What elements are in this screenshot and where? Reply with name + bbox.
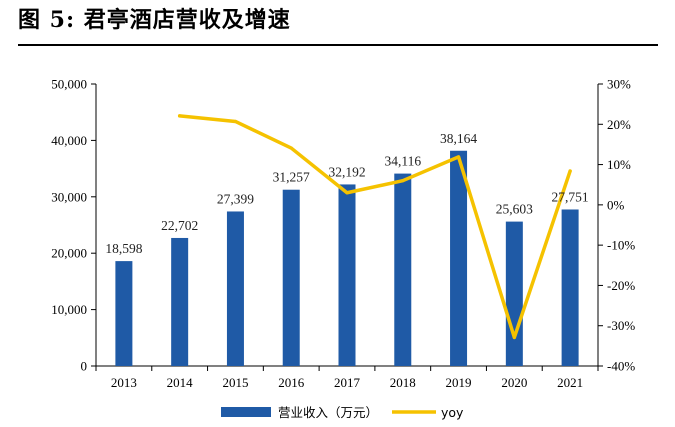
right-tick-label: -10% (607, 238, 635, 253)
right-tick-label: 30% (607, 77, 631, 92)
revenue-bars (115, 150, 579, 366)
yoy-line (177, 114, 572, 340)
bar-value-label: 27,751 (552, 189, 589, 204)
revenue-bar (171, 237, 189, 366)
bar-value-label: 32,192 (328, 164, 365, 179)
legend: 营业收入（万元） yoy (221, 405, 464, 420)
bar-value-label: 31,257 (273, 170, 310, 185)
right-tick-label: 0% (607, 197, 625, 212)
revenue-bar (561, 209, 579, 366)
left-tick-label: 40,000 (51, 133, 87, 148)
bar-value-label: 27,399 (217, 191, 254, 206)
bar-value-label: 38,164 (440, 131, 477, 146)
right-tick-label: 20% (607, 117, 631, 132)
revenue-bar (394, 173, 412, 366)
yoy-point (401, 179, 405, 183)
x-tick-label: 2015 (222, 375, 248, 390)
x-tick-label: 2018 (390, 375, 416, 390)
revenue-bar (450, 150, 468, 366)
axes: 0 10,000 20,000 30,000 40,000 50,000 -40% -30% -… (51, 77, 635, 391)
title-rule (18, 44, 658, 46)
x-tick-label: 2014 (167, 375, 194, 390)
yoy-point (456, 155, 461, 159)
right-tick-label: -30% (607, 318, 635, 333)
bar-value-label: 22,702 (161, 218, 198, 233)
left-tick-label: 20,000 (51, 246, 87, 261)
yoy-line-series (177, 114, 572, 340)
x-tick-label: 2016 (278, 375, 305, 390)
revenue-bar (282, 189, 300, 366)
yoy-point (233, 119, 238, 124)
revenue-bar (115, 261, 133, 366)
yoy-point (512, 335, 516, 339)
bar-value-label: 25,603 (496, 202, 533, 217)
revenue-bar (338, 184, 356, 366)
x-tick-label: 2021 (557, 375, 583, 390)
bar-value-label: 34,116 (384, 154, 421, 169)
right-tick-label: -40% (607, 359, 635, 374)
left-tick-label: 10,000 (51, 302, 87, 317)
x-tick-label: 2020 (501, 375, 527, 390)
yoy-point (178, 114, 182, 118)
x-tick-label: 2019 (446, 375, 472, 390)
yoy-point (568, 169, 572, 173)
right-tick-label: 10% (607, 157, 631, 172)
left-tick-label: 0 (81, 359, 88, 374)
legend-line-label: yoy (441, 405, 464, 420)
left-tick-label: 50,000 (51, 77, 87, 92)
data-labels: 18,598 22,702 27,399 31,257 32,192 34,116 38,1… (105, 131, 588, 256)
x-tick-label: 2017 (334, 375, 361, 390)
legend-bar-swatch (221, 407, 271, 417)
x-tick-label: 2013 (111, 375, 137, 390)
figure-title: 图 5: 君亭酒店营收及增速 (18, 7, 291, 33)
bar-value-label: 18,598 (105, 241, 142, 256)
revenue-bar (505, 221, 523, 366)
yoy-point (345, 191, 349, 195)
left-tick-label: 30,000 (51, 189, 87, 204)
yoy-point (289, 146, 293, 150)
revenue-bar (226, 211, 244, 366)
right-tick-label: -20% (607, 278, 635, 293)
legend-bar-label: 营业收入（万元） (278, 405, 378, 420)
